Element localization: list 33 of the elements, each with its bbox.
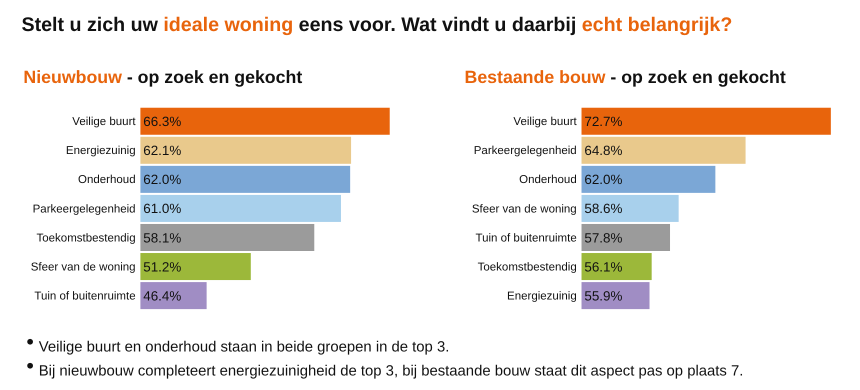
y-tick-label: Sfeer van de woning (472, 203, 577, 216)
data-label: 57.8% (584, 230, 622, 246)
data-label: 62.0% (584, 172, 622, 188)
y-tick-label: Onderhoud (78, 174, 136, 186)
chart-title: Stelt u zich uw ideale woning eens voor. Wat vindt u daarbij echt belangrijk? (21, 14, 732, 36)
y-tick-label: Toekomstbestendig (36, 232, 136, 244)
y-tick-label: Toekomstbestendig (478, 261, 577, 274)
y-tick-label: Parkeergelegenheid (32, 203, 136, 216)
data-label: 58.1% (143, 230, 182, 246)
y-tick-label: Energiezuinig (507, 290, 577, 302)
text: Bij nieuwbouw completeert energiezuinigheid de top 3, bij bestaande bouw staat dit aspect pas op plaats 7. (38, 363, 744, 380)
data-label: 72.7% (584, 114, 622, 130)
data-label: 56.1% (584, 259, 622, 274)
y-tick-label: Veilige buurt (513, 116, 578, 128)
y-tick-label: Tuin of buitenruimte (34, 290, 136, 302)
y-tick-label: Parkeergelegenheid (474, 145, 577, 158)
data-label: 61.0% (143, 201, 182, 216)
y-tick-label: Energiezuinig (66, 145, 136, 158)
data-label: 58.6% (584, 201, 622, 216)
data-label: 64.8% (584, 143, 622, 158)
data-label: 46.4% (143, 288, 182, 304)
data-label: 66.3% (143, 114, 182, 130)
chart-title: Bestaande bouw - op zoek en gekocht (464, 66, 786, 87)
y-tick-label: Sfeer van de woning (30, 261, 136, 274)
chart-title: Nieuwbouw - op zoek en gekocht (23, 66, 302, 87)
y-tick-label: Onderhoud (519, 174, 577, 186)
y-tick-label: Tuin of buitenruimte (476, 232, 577, 244)
data-label: 62.0% (143, 172, 182, 188)
data-label: 51.2% (143, 259, 182, 274)
text: Veilige buurt en onderhoud staan in beide groepen in de top 3. (38, 339, 450, 356)
data-label: 62.1% (143, 143, 182, 158)
data-label: 55.9% (584, 288, 622, 304)
y-tick-label: Veilige buurt (72, 116, 136, 128)
